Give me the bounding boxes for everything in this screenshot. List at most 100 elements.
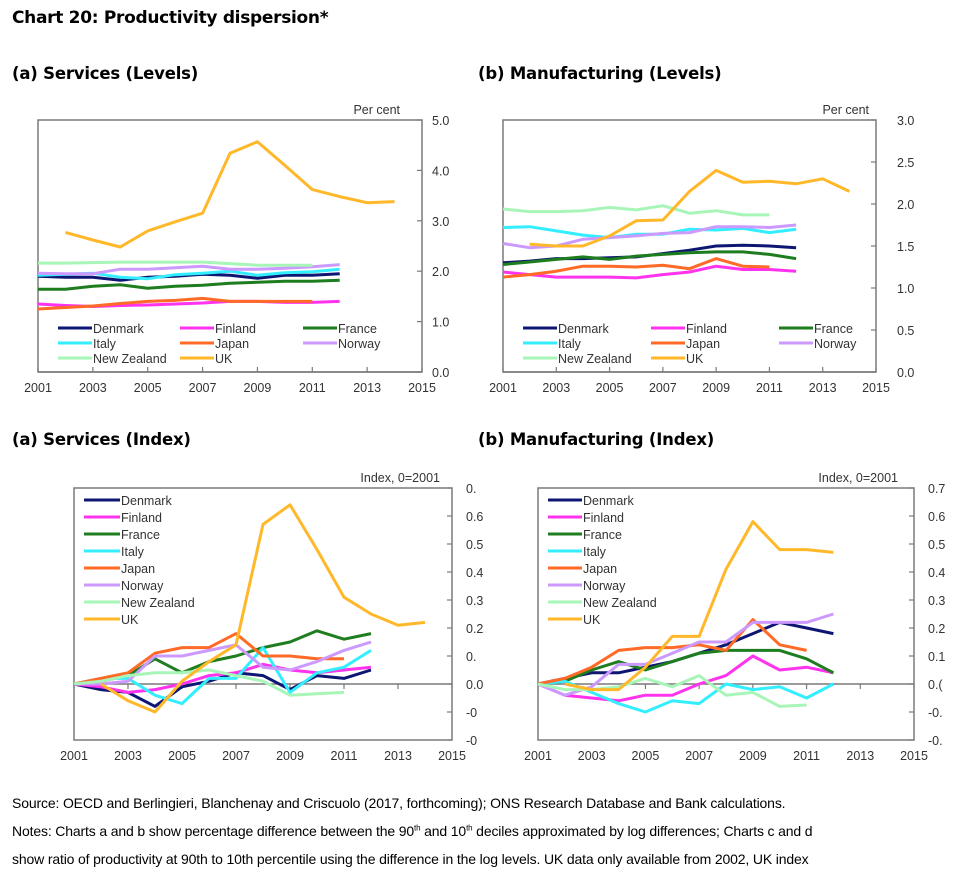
plot-frame: [73, 487, 453, 741]
legend-label: Norway: [121, 579, 164, 593]
series-line-new-zealand: [38, 260, 313, 267]
legend: Denmark Finland France Italy Japan Norway New …: [548, 494, 657, 627]
x-tick-label: 2005: [632, 749, 660, 763]
legend-label: Japan: [583, 562, 617, 576]
x-tick-label: 2007: [222, 749, 250, 763]
unit-label: Index, 0=2001: [360, 471, 440, 485]
x-tick-label: 2013: [846, 749, 874, 763]
series-line-norway: [74, 640, 372, 686]
x-tick-label: 2001: [524, 749, 552, 763]
y-tick-label: 0.6: [466, 510, 483, 524]
legend-label: UK: [215, 352, 233, 366]
x-tick-label: 2015: [900, 749, 928, 763]
y-tick-label: 0.5: [897, 324, 914, 338]
legend-label: France: [121, 528, 160, 542]
chart-c-title: (a) Services (Index): [12, 430, 191, 449]
x-tick-label: 2015: [438, 749, 466, 763]
series-line-france: [537, 648, 835, 686]
y-tick-label: 2.0: [432, 265, 449, 279]
y-tick-label: 0.(: [928, 678, 943, 692]
legend-label: Italy: [583, 545, 607, 559]
x-tick-label: 2009: [702, 381, 730, 395]
y-tick-label: -0.: [928, 734, 943, 748]
y-tick-label: 0.3: [466, 594, 483, 608]
series-line-uk: [529, 168, 851, 248]
x-tick-label: 2001: [489, 381, 517, 395]
legend-label: New Zealand: [558, 352, 632, 366]
y-tick-label: 4.0: [432, 164, 449, 178]
series-line-japan: [73, 632, 344, 686]
legend: Denmark Finland France Italy Japan Norway New …: [58, 322, 381, 366]
legend-label: France: [814, 322, 853, 336]
x-tick-label: 2015: [862, 381, 890, 395]
x-tick-label: 2011: [299, 381, 326, 395]
y-tick-label: 5.0: [432, 114, 449, 128]
chart-a-title: (a) Services (Levels): [12, 64, 199, 83]
notes-text: deciles approximated by log differences;…: [472, 823, 813, 839]
x-tick-label: 2009: [276, 749, 304, 763]
y-tick-label: 0.: [466, 482, 476, 496]
x-tick-label: 2005: [168, 749, 196, 763]
y-tick-label: 0.0: [897, 366, 914, 380]
notes-sup: th: [466, 823, 473, 833]
x-tick-label: 2013: [384, 749, 412, 763]
y-tick-label: 0.4: [466, 566, 483, 580]
y-tick-label: 0.3: [928, 594, 945, 608]
notes-sup: th: [414, 823, 421, 833]
notes-line-2: show ratio of productivity at 90th to 10…: [12, 851, 809, 867]
legend-label: Denmark: [121, 494, 172, 508]
y-tick-label: -0: [466, 734, 477, 748]
y-tick-label: -0.: [928, 706, 943, 720]
legend-label: Norway: [814, 337, 857, 351]
y-tick-label: 0.5: [928, 538, 945, 552]
x-tick-label: 2001: [60, 749, 88, 763]
legend-label: Japan: [215, 337, 249, 351]
y-tick-label: 1.0: [897, 282, 914, 296]
legend: Denmark Finland France Italy Japan Norway New …: [84, 494, 195, 627]
series-line-uk: [564, 520, 834, 692]
series-line-new-zealand: [73, 668, 345, 697]
legend-label: Norway: [338, 337, 381, 351]
y-tick-label: 0.: [466, 650, 476, 664]
legend-label: Finland: [121, 511, 162, 525]
legend-label: Italy: [121, 545, 145, 559]
y-tick-label: 0.0: [466, 678, 483, 692]
y-tick-label: 0.2: [928, 622, 945, 636]
legend-label: Japan: [686, 337, 720, 351]
series-line-japan: [502, 257, 770, 279]
x-tick-label: 2011: [331, 749, 358, 763]
y-tick-label: -0: [466, 706, 477, 720]
legend-label: Norway: [583, 579, 626, 593]
x-tick-label: 2011: [756, 381, 783, 395]
series-line-japan: [37, 296, 313, 311]
legend-label: Denmark: [558, 322, 609, 336]
legend-label: New Zealand: [121, 596, 195, 610]
y-tick-label: 2.0: [897, 198, 914, 212]
x-tick-label: 2001: [24, 381, 52, 395]
x-tick-label: 2003: [79, 381, 107, 395]
legend-label: Finland: [583, 511, 624, 525]
x-tick-label: 2013: [353, 381, 381, 395]
x-tick-label: 2003: [114, 749, 142, 763]
page-title: Chart 20: Productivity dispersion*: [12, 8, 329, 28]
series-line-italy: [73, 646, 372, 706]
x-tick-label: 2007: [649, 381, 677, 395]
y-tick-label: 2.5: [897, 156, 914, 170]
y-tick-label: 1.5: [897, 240, 914, 254]
y-tick-label: 0.4: [928, 566, 945, 580]
y-tick-label: 0.5: [466, 538, 483, 552]
legend-label: New Zealand: [583, 596, 657, 610]
legend: Denmark Finland France Italy Japan Norway New …: [523, 322, 857, 366]
legend-label: France: [583, 528, 622, 542]
x-tick-label: 2011: [793, 749, 820, 763]
unit-label: Index, 0=2001: [818, 471, 898, 485]
y-tick-label: 1.0: [432, 316, 449, 330]
x-tick-label: 2007: [685, 749, 713, 763]
y-tick-label: 0.2: [466, 622, 483, 636]
legend-label: UK: [583, 613, 601, 627]
legend-label: New Zealand: [93, 352, 167, 366]
notes-text: and 10: [420, 823, 467, 839]
y-tick-label: 0.7: [928, 482, 945, 496]
